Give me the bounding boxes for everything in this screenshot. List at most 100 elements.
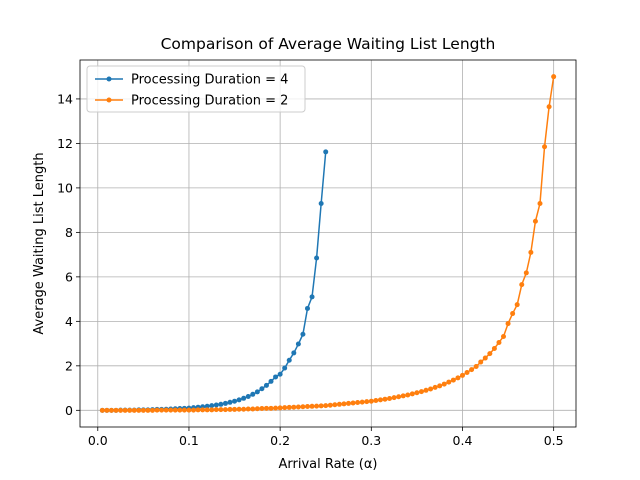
data-point — [277, 371, 283, 377]
x-axis-ticks: 0.0 0.1 0.2 0.3 0.4 0.5 — [88, 427, 564, 448]
data-point — [355, 400, 361, 406]
legend: Processing Duration = 4 Processing Durati… — [86, 65, 306, 113]
y-axis-ticks: 0 2 4 6 8 10 12 14 — [57, 91, 80, 418]
data-point — [455, 375, 461, 381]
data-point — [519, 282, 525, 288]
data-point — [149, 407, 155, 413]
data-point — [218, 401, 224, 407]
data-point — [268, 378, 274, 384]
data-point — [254, 389, 260, 395]
data-point — [222, 407, 228, 413]
data-point — [213, 402, 219, 408]
data-point — [309, 403, 315, 409]
data-point — [418, 389, 424, 395]
data-point — [368, 398, 374, 404]
data-point — [523, 270, 529, 276]
data-point — [273, 374, 279, 380]
data-point — [441, 381, 447, 387]
data-point — [236, 406, 242, 412]
data-point — [186, 407, 192, 413]
data-point — [200, 407, 206, 413]
x-tick-label: 0.3 — [361, 433, 381, 448]
y-tick-label: 2 — [65, 358, 73, 373]
data-point — [323, 149, 329, 155]
data-point — [145, 407, 151, 413]
data-point — [209, 407, 215, 413]
data-point — [396, 394, 402, 400]
data-point — [227, 406, 233, 412]
data-point — [209, 403, 215, 409]
series-2 — [99, 74, 557, 413]
data-point — [487, 351, 493, 357]
legend-label: Processing Duration = 4 — [131, 73, 288, 88]
data-point — [478, 359, 484, 365]
legend-marker — [106, 97, 112, 103]
data-point — [332, 402, 338, 408]
data-point — [491, 345, 497, 351]
data-point — [295, 404, 301, 410]
data-point — [505, 321, 511, 327]
data-point — [459, 372, 465, 378]
data-point — [291, 404, 297, 410]
data-point — [304, 404, 310, 410]
x-tick-label: 0.0 — [88, 433, 108, 448]
data-point — [537, 200, 543, 206]
data-point — [241, 406, 247, 412]
data-point — [469, 367, 475, 373]
data-point — [104, 407, 110, 413]
data-point — [245, 394, 251, 400]
data-point — [172, 407, 178, 413]
data-point — [391, 395, 397, 401]
data-point — [300, 404, 306, 410]
data-point — [277, 405, 283, 411]
data-point — [473, 364, 479, 369]
legend-frame — [86, 65, 306, 113]
data-point — [259, 406, 265, 412]
data-point — [177, 407, 183, 413]
data-point — [154, 407, 160, 413]
data-point — [286, 357, 292, 363]
x-tick-label: 0.1 — [179, 433, 199, 448]
data-point — [546, 104, 552, 110]
data-point — [213, 407, 219, 413]
data-point — [259, 386, 265, 392]
data-point — [113, 407, 119, 413]
y-tick-label: 14 — [57, 91, 73, 106]
data-point — [314, 403, 320, 409]
data-point — [99, 407, 105, 413]
y-tick-label: 6 — [65, 269, 73, 284]
data-point — [250, 406, 256, 412]
y-tick-label: 10 — [57, 180, 73, 195]
data-point — [136, 407, 142, 413]
data-point — [341, 401, 347, 407]
y-tick-label: 8 — [65, 225, 73, 240]
x-tick-label: 0.5 — [544, 433, 564, 448]
x-axis-label: Arrival Rate (α) — [278, 457, 377, 472]
data-point — [496, 339, 502, 345]
data-point — [295, 341, 301, 347]
data-point — [118, 407, 124, 413]
data-point — [323, 403, 329, 409]
data-point — [542, 144, 548, 150]
data-point — [551, 74, 557, 80]
data-point — [428, 386, 434, 392]
data-point — [446, 379, 452, 385]
data-point — [364, 399, 370, 405]
data-point — [482, 355, 488, 361]
data-point — [232, 398, 238, 404]
data-point — [159, 407, 165, 413]
data-point — [127, 407, 133, 413]
x-tick-label: 0.4 — [453, 433, 473, 448]
legend-label: Processing Duration = 2 — [131, 94, 288, 109]
data-point — [318, 403, 324, 409]
data-point — [309, 294, 315, 300]
x-tick-label: 0.2 — [270, 433, 290, 448]
data-point — [528, 249, 534, 255]
data-point — [163, 407, 169, 413]
data-point — [464, 370, 470, 376]
data-point — [327, 402, 333, 408]
y-axis-label: Average Waiting List Length — [32, 152, 47, 334]
data-point — [195, 407, 201, 413]
data-point — [254, 406, 260, 412]
